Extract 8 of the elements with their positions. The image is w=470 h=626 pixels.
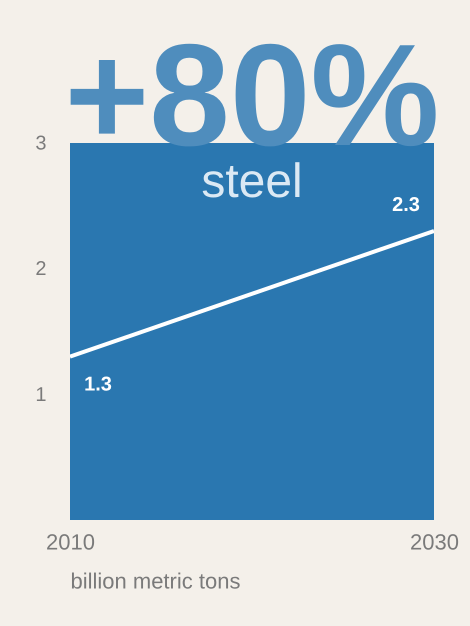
data-label: 2.3 xyxy=(392,194,420,216)
x-tick-label: 2010 xyxy=(46,530,95,554)
y-tick-label: 2 xyxy=(35,258,46,280)
x-axis-title: billion metric tons xyxy=(70,568,240,594)
y-tick-label: 3 xyxy=(35,132,46,154)
y-tick-label: 1 xyxy=(35,384,46,406)
data-label: 1.3 xyxy=(84,374,112,396)
x-tick-label: 2030 xyxy=(410,530,459,554)
